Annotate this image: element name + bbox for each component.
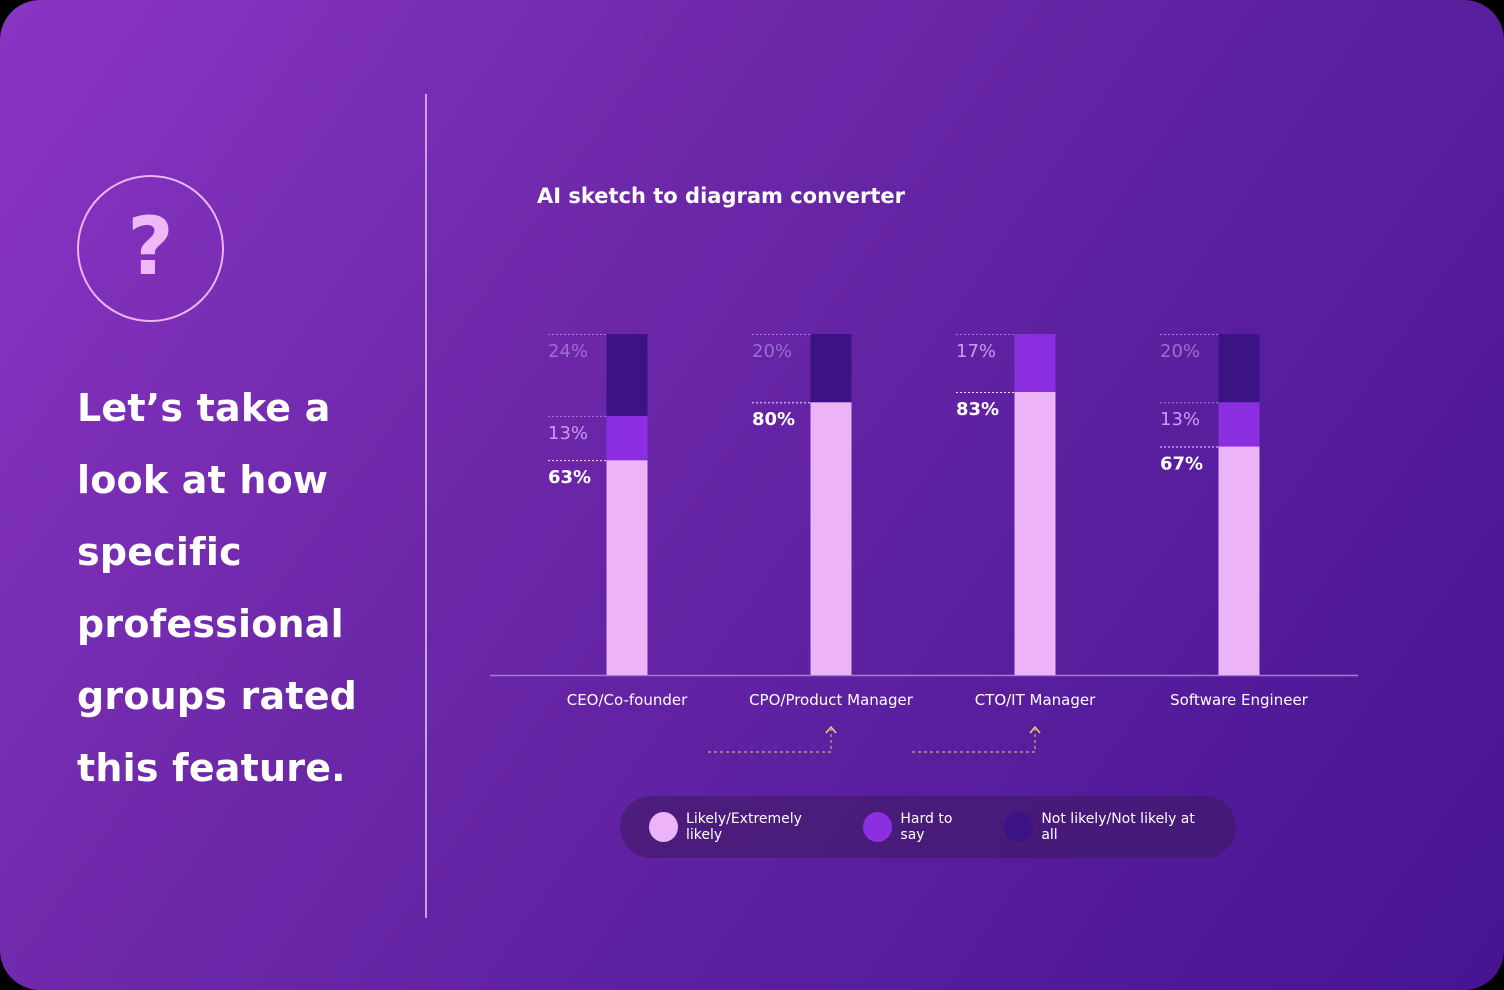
legend-swatch-not-likely [1004, 812, 1034, 842]
chart-title: AI sketch to diagram converter [537, 184, 905, 208]
data-label-4-0: 67% [1160, 454, 1203, 475]
connector-line-2 [912, 729, 1036, 753]
bar-not-likely-1 [606, 334, 648, 416]
data-label-2-0: 80% [752, 409, 795, 430]
x-tick-label-3: CTO/IT Manager [975, 691, 1096, 709]
data-label-1-0: 63% [548, 467, 591, 488]
data-label-1-2: 24% [548, 341, 588, 362]
bar-hard-to-say-1 [606, 415, 648, 461]
bar-likely-3 [1014, 391, 1056, 675]
legend: Likely/Extremely likely Hard to say Not … [620, 796, 1236, 858]
legend-item-hard-to-say: Hard to say [863, 811, 978, 843]
legend-swatch-hard-to-say [863, 812, 893, 842]
legend-item-not-likely: Not likely/Not likely at all [1004, 811, 1210, 843]
data-label-3-0: 83% [956, 399, 999, 420]
legend-item-likely: Likely/Extremely likely [649, 811, 837, 843]
divider [425, 94, 427, 918]
legend-label-not-likely: Not likely/Not likely at all [1041, 811, 1195, 843]
data-label-2-2: 20% [752, 341, 792, 362]
bar-hard-to-say-3 [1014, 334, 1056, 392]
data-label-4-2: 20% [1160, 341, 1200, 362]
connector-line-1 [708, 729, 832, 753]
legend-label-likely: Likely/Extremely likely [686, 811, 802, 843]
question-mark-icon: ? [127, 199, 174, 293]
connector-arrow-icon-1 [825, 725, 837, 734]
bar-not-likely-4 [1218, 334, 1260, 403]
data-label-4-1: 13% [1160, 409, 1200, 430]
connector-arrow-icon-2 [1029, 725, 1041, 734]
data-label-1-1: 13% [548, 423, 588, 444]
bar-likely-1 [606, 460, 648, 675]
bar-likely-4 [1218, 446, 1260, 675]
x-tick-label-2: CPO/Product Manager [749, 691, 914, 709]
question-circle: ? [77, 175, 224, 322]
data-label-3-1: 17% [956, 341, 996, 362]
x-tick-label-4: Software Engineer [1170, 691, 1309, 709]
bar-hard-to-say-4 [1218, 402, 1260, 447]
bar-likely-2 [810, 402, 852, 675]
headline: Let’s take a look at how specific profes… [77, 386, 358, 790]
legend-label-hard-to-say: Hard to say [900, 811, 953, 843]
bar-not-likely-2 [810, 334, 852, 403]
legend-swatch-likely [649, 812, 679, 842]
x-tick-label-1: CEO/Co-founder [567, 691, 688, 709]
